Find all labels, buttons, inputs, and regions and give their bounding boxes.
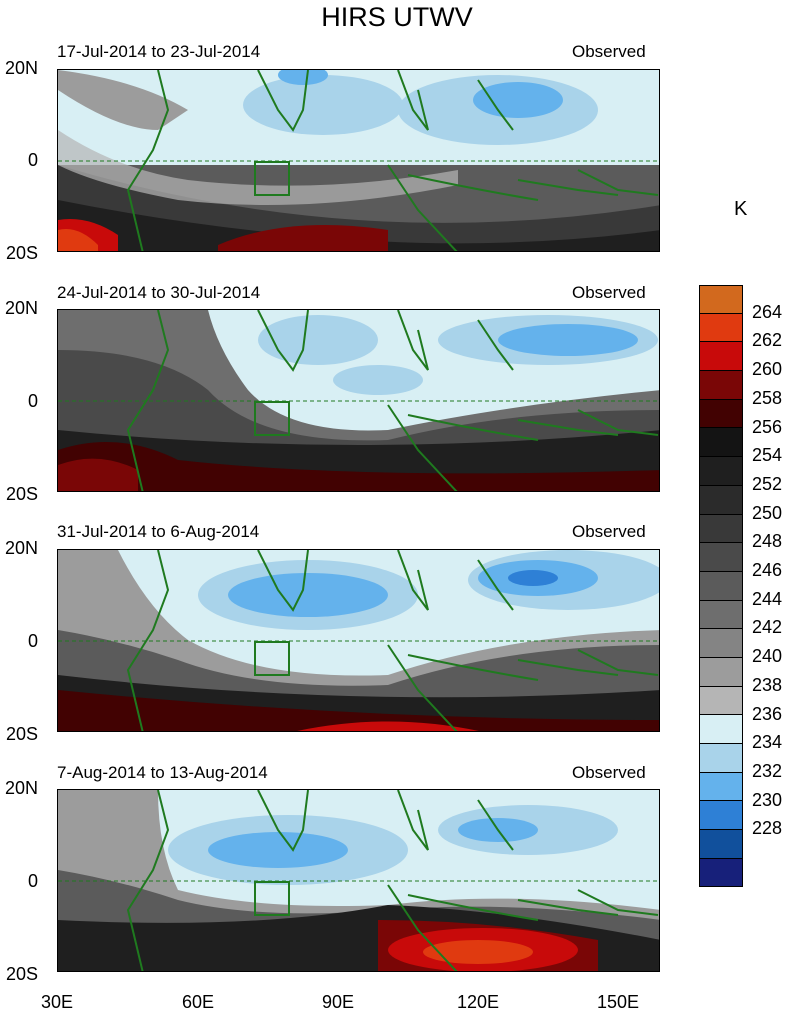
colorbar-tick-label: 250	[752, 502, 783, 523]
lon-label-90e: 90E	[321, 992, 355, 1012]
colorbar-tick-label: 230	[752, 789, 783, 810]
lat-label-20n: 20N	[4, 58, 38, 78]
colorbar-box	[699, 772, 743, 802]
colorbar-box	[699, 285, 743, 314]
colorbar-box	[699, 399, 743, 429]
colorbar-box	[699, 686, 743, 716]
colorbar-box	[699, 657, 743, 687]
colorbar-tick-label: 244	[752, 588, 783, 609]
colorbar-tick-label: 240	[752, 646, 783, 667]
panel-3-date: 31-Jul-2014 to 6-Aug-2014	[57, 522, 260, 541]
colorbar-box	[699, 629, 743, 658]
lat-label-20n: 20N	[4, 778, 38, 798]
colorbar	[699, 285, 743, 888]
panel-1-date: 17-Jul-2014 to 23-Jul-2014	[57, 42, 261, 61]
colorbar-box	[699, 485, 743, 515]
colorbar-tick-label: 242	[752, 617, 783, 638]
colorbar-box	[699, 715, 743, 744]
panel-4-date: 7-Aug-2014 to 13-Aug-2014	[57, 763, 268, 782]
colorbar-box	[699, 313, 743, 343]
colorbar-tick-label: 256	[752, 416, 783, 437]
lon-label-30e: 30E	[40, 992, 74, 1012]
lat-label-20s: 20S	[5, 724, 38, 744]
figure-title: HIRS UTWV	[321, 2, 473, 32]
colorbar-tick-label: 228	[752, 818, 783, 839]
colorbar-box	[699, 342, 743, 372]
map-panel-2	[57, 309, 660, 492]
lat-label-eq: 0	[27, 871, 38, 891]
lat-label-eq: 0	[27, 391, 38, 411]
lat-label-eq: 0	[27, 631, 38, 651]
lat-label-20s: 20S	[5, 243, 38, 263]
panel-3-tag: Observed	[572, 522, 646, 541]
lat-label-eq: 0	[27, 150, 38, 170]
lon-label-150e: 150E	[596, 992, 640, 1012]
colorbar-box	[699, 830, 743, 859]
colorbar-tick-label: 234	[752, 732, 783, 753]
lon-label-120e: 120E	[456, 992, 500, 1012]
map-panel-4	[57, 789, 660, 972]
colorbar-tick-label: 262	[752, 330, 783, 351]
lat-label-20n: 20N	[4, 538, 38, 558]
colorbar-box	[699, 428, 743, 458]
colorbar-tick-label: 254	[752, 445, 783, 466]
colorbar-tick-label: 246	[752, 560, 783, 580]
colorbar-box	[699, 543, 743, 572]
map-panel-3	[57, 549, 660, 732]
panel-2-date: 24-Jul-2014 to 30-Jul-2014	[57, 283, 261, 302]
colorbar-tick-label: 248	[752, 531, 783, 552]
lat-label-20n: 20N	[4, 298, 38, 318]
colorbar-box	[699, 514, 743, 544]
colorbar-box	[699, 858, 743, 888]
colorbar-box	[699, 571, 743, 601]
lat-label-20s: 20S	[5, 964, 38, 984]
colorbar-tick-label: 258	[752, 387, 783, 408]
lon-label-60e: 60E	[181, 992, 215, 1012]
colorbar-box	[699, 371, 743, 400]
colorbar-tick-label: 236	[752, 703, 783, 724]
panel-4-tag: Observed	[572, 763, 646, 782]
colorbar-box	[699, 801, 743, 831]
colorbar-tick-label: 264	[752, 301, 783, 322]
colorbar-tick-label: 260	[752, 359, 783, 380]
colorbar-box	[699, 457, 743, 486]
colorbar-tick-label: 232	[752, 760, 783, 781]
colorbar-box	[699, 744, 743, 773]
colorbar-tick-label: 252	[752, 473, 783, 494]
map-panel-1	[57, 69, 660, 252]
panel-1-tag: Observed	[572, 42, 646, 61]
lat-label-20s: 20S	[5, 484, 38, 504]
colorbar-box	[699, 600, 743, 630]
colorbar-unit: K	[734, 198, 748, 220]
colorbar-tick-label: 238	[752, 674, 783, 695]
panel-2-tag: Observed	[572, 283, 646, 302]
